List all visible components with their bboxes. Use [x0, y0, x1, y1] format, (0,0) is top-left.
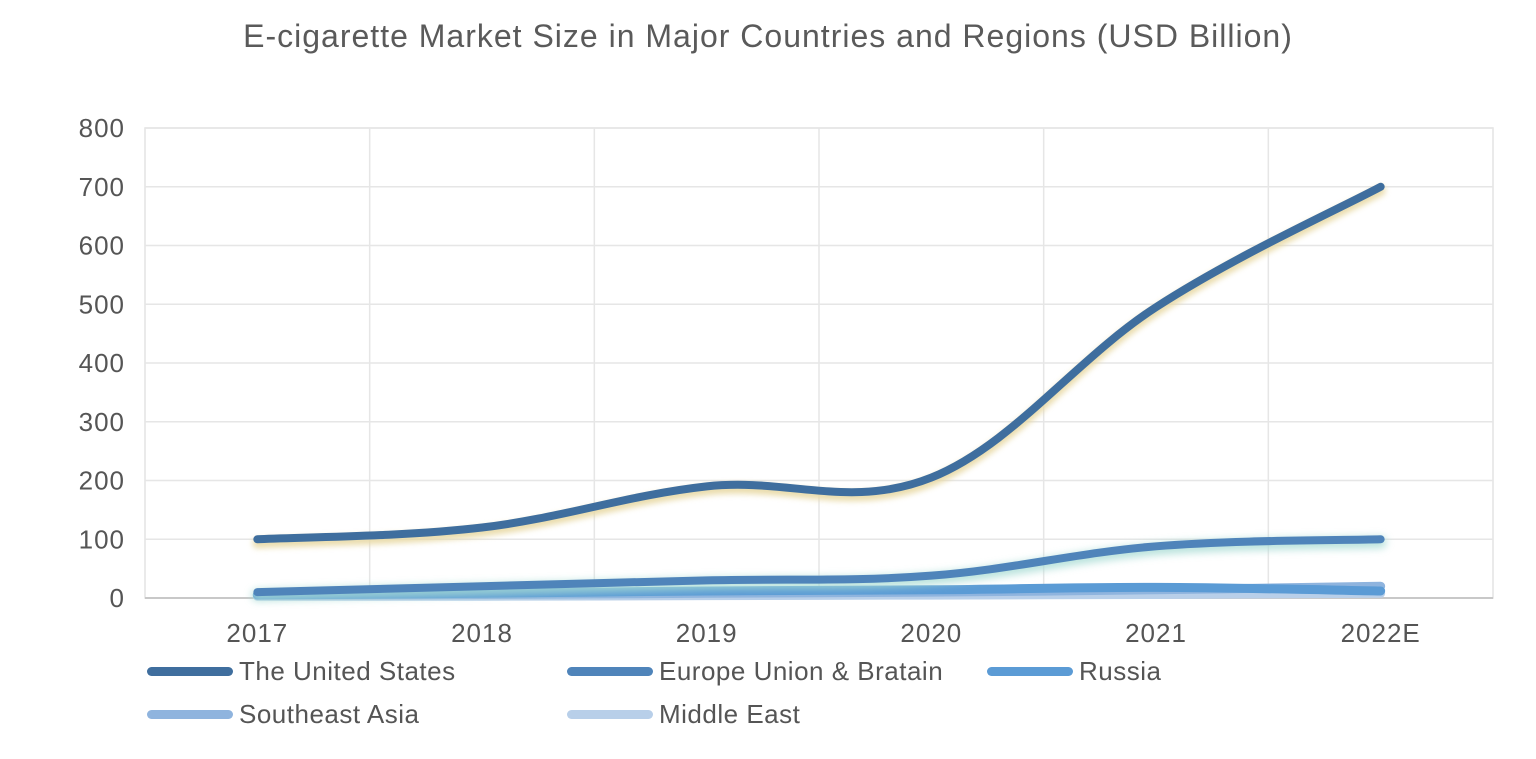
y-tick-label: 100: [79, 524, 125, 554]
series-line-europe-union-bratain: [253, 535, 1385, 597]
series-lines: [251, 182, 1387, 602]
legend-swatch: [567, 667, 653, 676]
legend-swatch: [147, 710, 233, 719]
legend-item: Southeast Asia: [147, 699, 419, 730]
legend-label: Russia: [1079, 656, 1162, 686]
x-tick-label: 2019: [676, 618, 738, 648]
y-tick-label: 800: [79, 113, 125, 143]
y-tick-label: 700: [79, 172, 125, 202]
x-tick-label: 2020: [900, 618, 962, 648]
legend-swatch: [987, 667, 1073, 676]
legend-swatch: [567, 710, 653, 719]
y-tick-label: 200: [79, 466, 125, 496]
legend-item: The United States: [147, 656, 456, 687]
legend-label: Europe Union & Bratain: [659, 656, 944, 686]
legend-label: Southeast Asia: [239, 699, 420, 729]
y-tick-label: 600: [79, 231, 125, 261]
chart-title: E-cigarette Market Size in Major Countri…: [243, 18, 1293, 54]
legend-label: The United States: [239, 656, 456, 686]
x-tick-label: 2018: [451, 618, 513, 648]
legend-item: Europe Union & Bratain: [567, 656, 943, 687]
legend-item: Russia: [987, 656, 1161, 687]
x-tick-label: 2017: [226, 618, 288, 648]
legend-item: Middle East: [567, 699, 800, 730]
axes: 0 100 200 300 400 500 600 700 800 2017 2018 2019 202…: [79, 113, 1421, 648]
legend-swatch: [147, 667, 233, 676]
y-tick-label: 300: [79, 407, 125, 437]
x-tick-label: 2022E: [1341, 618, 1421, 648]
series-line-the-united-states: [253, 182, 1385, 544]
x-tick-label: 2021: [1125, 618, 1187, 648]
y-tick-label: 400: [79, 348, 125, 378]
y-tick-label: 0: [110, 583, 125, 613]
grid: [144, 127, 1494, 599]
y-tick-label: 500: [79, 289, 125, 319]
legend-label: Middle East: [659, 699, 801, 729]
